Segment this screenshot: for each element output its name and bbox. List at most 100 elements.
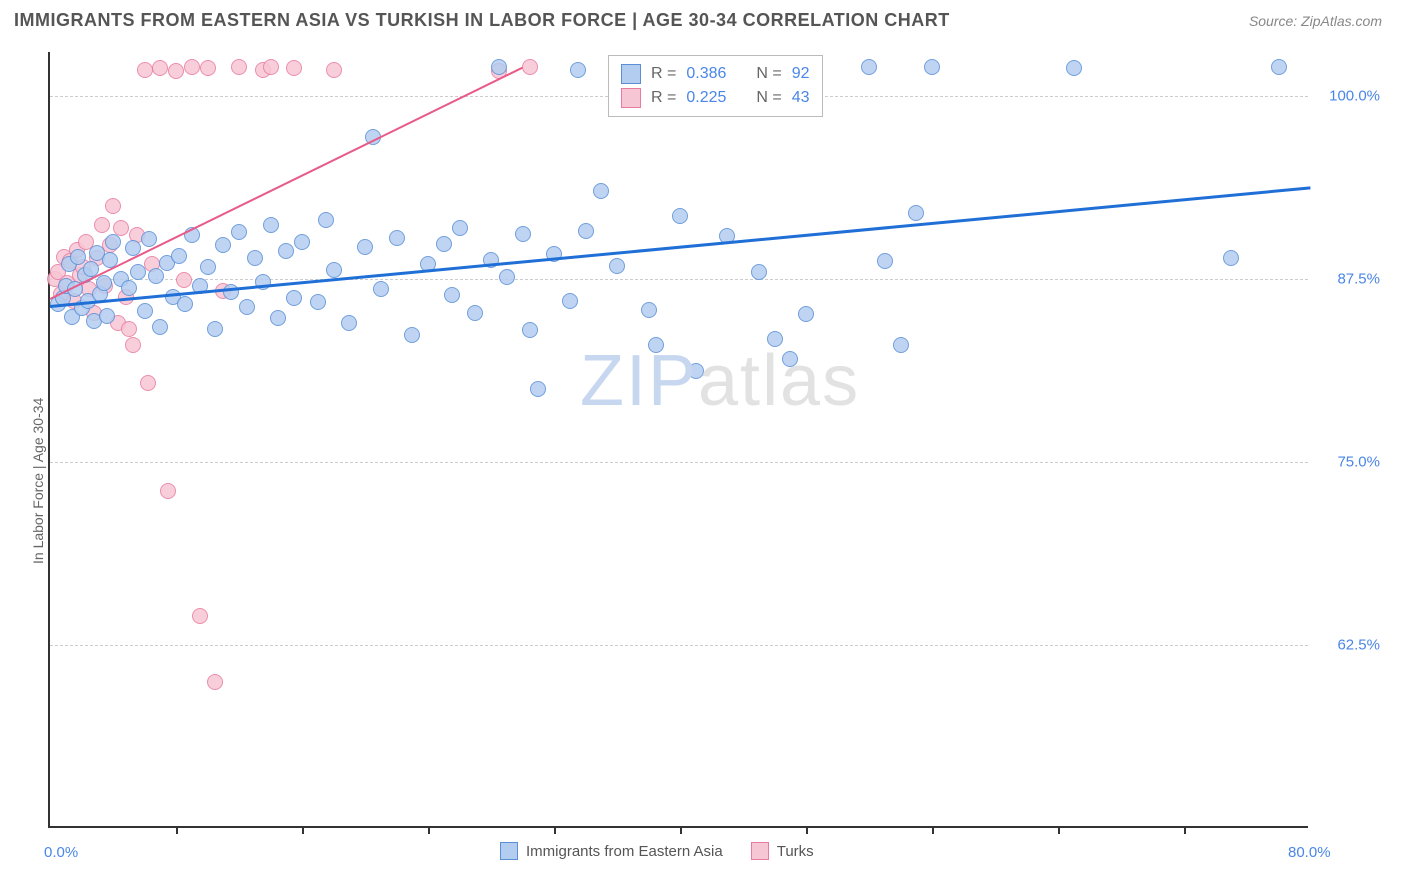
data-point-a xyxy=(452,220,468,236)
data-point-b xyxy=(184,59,200,75)
data-point-b xyxy=(113,220,129,236)
data-point-a xyxy=(877,253,893,269)
data-point-a xyxy=(215,237,231,253)
data-point-a xyxy=(467,305,483,321)
y-axis-label: In Labor Force | Age 30-34 xyxy=(30,398,46,564)
data-point-b xyxy=(176,272,192,288)
data-point-a xyxy=(530,381,546,397)
data-point-b xyxy=(160,483,176,499)
data-point-b xyxy=(121,321,137,337)
data-point-a xyxy=(562,293,578,309)
stats-row-a: R =0.386N =92 xyxy=(621,62,810,86)
gridline-h xyxy=(50,462,1308,463)
stats-swatch-a xyxy=(621,64,641,84)
stats-swatch-b xyxy=(621,88,641,108)
data-point-a xyxy=(444,287,460,303)
header: IMMIGRANTS FROM EASTERN ASIA VS TURKISH … xyxy=(0,0,1406,41)
x-tick-mark xyxy=(428,826,430,834)
stat-r-value-a: 0.386 xyxy=(686,65,726,83)
data-point-a xyxy=(389,230,405,246)
data-point-a xyxy=(578,223,594,239)
gridline-h xyxy=(50,645,1308,646)
stat-r-label-a: R = xyxy=(651,65,676,83)
legend: Immigrants from Eastern Asia Turks xyxy=(500,842,814,860)
stats-box: R =0.386N =92R =0.225N =43 xyxy=(608,55,823,117)
gridline-h xyxy=(50,279,1308,280)
x-tick-mark xyxy=(806,826,808,834)
data-point-a xyxy=(341,315,357,331)
stats-row-b: R =0.225N =43 xyxy=(621,86,810,110)
y-tick-label: 75.0% xyxy=(1337,453,1380,470)
data-point-a xyxy=(609,258,625,274)
legend-label-b: Turks xyxy=(777,843,814,860)
data-point-b xyxy=(326,62,342,78)
data-point-a xyxy=(751,264,767,280)
data-point-b xyxy=(140,375,156,391)
data-point-b xyxy=(231,59,247,75)
x-tick-mark xyxy=(1184,826,1186,834)
data-point-a xyxy=(286,290,302,306)
data-point-b xyxy=(200,60,216,76)
legend-swatch-a xyxy=(500,842,518,860)
data-point-a xyxy=(231,224,247,240)
data-point-a xyxy=(152,319,168,335)
source-name: ZipAtlas.com xyxy=(1301,13,1382,29)
data-point-a xyxy=(924,59,940,75)
stat-n-label-b: N = xyxy=(756,89,781,107)
data-point-a xyxy=(499,269,515,285)
data-point-a xyxy=(688,363,704,379)
stat-r-value-b: 0.225 xyxy=(686,89,726,107)
data-point-a xyxy=(310,294,326,310)
data-point-a xyxy=(861,59,877,75)
data-point-a xyxy=(278,243,294,259)
data-point-a xyxy=(141,231,157,247)
chart-title: IMMIGRANTS FROM EASTERN ASIA VS TURKISH … xyxy=(14,10,950,31)
data-point-a xyxy=(247,250,263,266)
legend-item-series-a: Immigrants from Eastern Asia xyxy=(500,842,723,860)
data-point-a xyxy=(239,299,255,315)
data-point-a xyxy=(672,208,688,224)
data-point-b xyxy=(125,337,141,353)
data-point-b xyxy=(137,62,153,78)
data-point-a xyxy=(270,310,286,326)
data-point-a xyxy=(177,296,193,312)
data-point-a xyxy=(767,331,783,347)
x-tick-mark xyxy=(680,826,682,834)
data-point-a xyxy=(641,302,657,318)
x-tick-mark xyxy=(554,826,556,834)
stat-n-label-a: N = xyxy=(756,65,781,83)
data-point-a xyxy=(1066,60,1082,76)
y-tick-label: 87.5% xyxy=(1337,270,1380,287)
data-point-b xyxy=(286,60,302,76)
data-point-a xyxy=(148,268,164,284)
data-point-a xyxy=(570,62,586,78)
data-point-a xyxy=(137,303,153,319)
data-point-a xyxy=(908,205,924,221)
data-point-a xyxy=(404,327,420,343)
plot-area: 100.0%87.5%75.0%62.5%R =0.386N =92R =0.2… xyxy=(48,52,1308,828)
legend-item-series-b: Turks xyxy=(751,842,814,860)
data-point-a xyxy=(893,337,909,353)
source-prefix: Source: xyxy=(1249,13,1301,29)
data-point-a xyxy=(648,337,664,353)
legend-label-a: Immigrants from Eastern Asia xyxy=(526,843,723,860)
data-point-b xyxy=(94,217,110,233)
data-point-a xyxy=(798,306,814,322)
regression-line-b xyxy=(50,67,523,300)
data-point-b xyxy=(152,60,168,76)
data-point-a xyxy=(207,321,223,337)
x-tick-mark xyxy=(932,826,934,834)
data-point-a xyxy=(373,281,389,297)
data-point-a xyxy=(782,351,798,367)
x-tick-mark xyxy=(302,826,304,834)
data-point-a xyxy=(294,234,310,250)
stat-r-label-b: R = xyxy=(651,89,676,107)
data-point-a xyxy=(121,280,137,296)
data-point-b xyxy=(192,608,208,624)
data-point-a xyxy=(99,308,115,324)
data-point-a xyxy=(263,217,279,233)
data-point-a xyxy=(1271,59,1287,75)
y-tick-label: 100.0% xyxy=(1329,87,1380,104)
data-point-a xyxy=(436,236,452,252)
data-point-a xyxy=(326,262,342,278)
